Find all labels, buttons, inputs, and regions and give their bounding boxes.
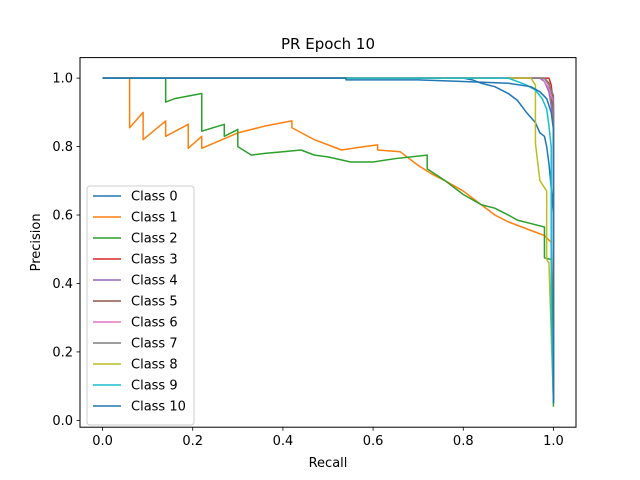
x-tick-label: 0.4 xyxy=(273,434,294,449)
x-axis-label: Recall xyxy=(309,456,348,471)
x-tick-label: 0.2 xyxy=(182,434,203,449)
legend-label: Class 5 xyxy=(131,295,178,310)
y-tick-label: 0.8 xyxy=(52,140,73,155)
series-line-class-9 xyxy=(102,77,555,404)
x-tick-label: 1.0 xyxy=(543,434,564,449)
legend-label: Class 1 xyxy=(131,211,178,226)
y-tick-label: 0.0 xyxy=(52,414,73,429)
legend-box xyxy=(86,185,195,426)
y-tick-label: 0.6 xyxy=(52,209,73,224)
legend-label: Class 8 xyxy=(131,358,178,373)
legend-label: Class 3 xyxy=(131,253,178,268)
legend-label: Class 2 xyxy=(131,232,178,247)
chart-title: PR Epoch 10 xyxy=(281,35,375,53)
y-axis-label: Precision xyxy=(29,213,44,271)
y-axis: 0.0 0.2 0.4 0.6 0.8 1.0 xyxy=(52,72,80,429)
legend-label: Class 10 xyxy=(131,400,186,415)
x-tick-label: 0.0 xyxy=(92,434,113,449)
series-line-class-2 xyxy=(102,77,555,407)
x-tick-label: 0.6 xyxy=(363,434,384,449)
y-tick-label: 1.0 xyxy=(52,72,73,87)
legend-label: Class 7 xyxy=(131,337,178,352)
series-line-class-10 xyxy=(102,77,555,404)
legend: Class 0 Class 1 Class 2 Class 3 Class 4 Class… xyxy=(86,185,195,426)
legend-label: Class 9 xyxy=(131,379,178,394)
legend-label: Class 4 xyxy=(131,274,178,289)
plot-frame xyxy=(79,57,577,428)
series-line-class-8 xyxy=(102,77,555,404)
x-tick-label: 0.8 xyxy=(453,434,474,449)
y-tick-label: 0.2 xyxy=(52,345,73,360)
x-axis: 0.0 0.2 0.4 0.6 0.8 1.0 xyxy=(92,427,564,449)
legend-label: Class 0 xyxy=(131,190,178,205)
y-tick-label: 0.4 xyxy=(52,277,73,292)
legend-label: Class 6 xyxy=(131,316,178,331)
series-line-class-1 xyxy=(102,77,555,397)
